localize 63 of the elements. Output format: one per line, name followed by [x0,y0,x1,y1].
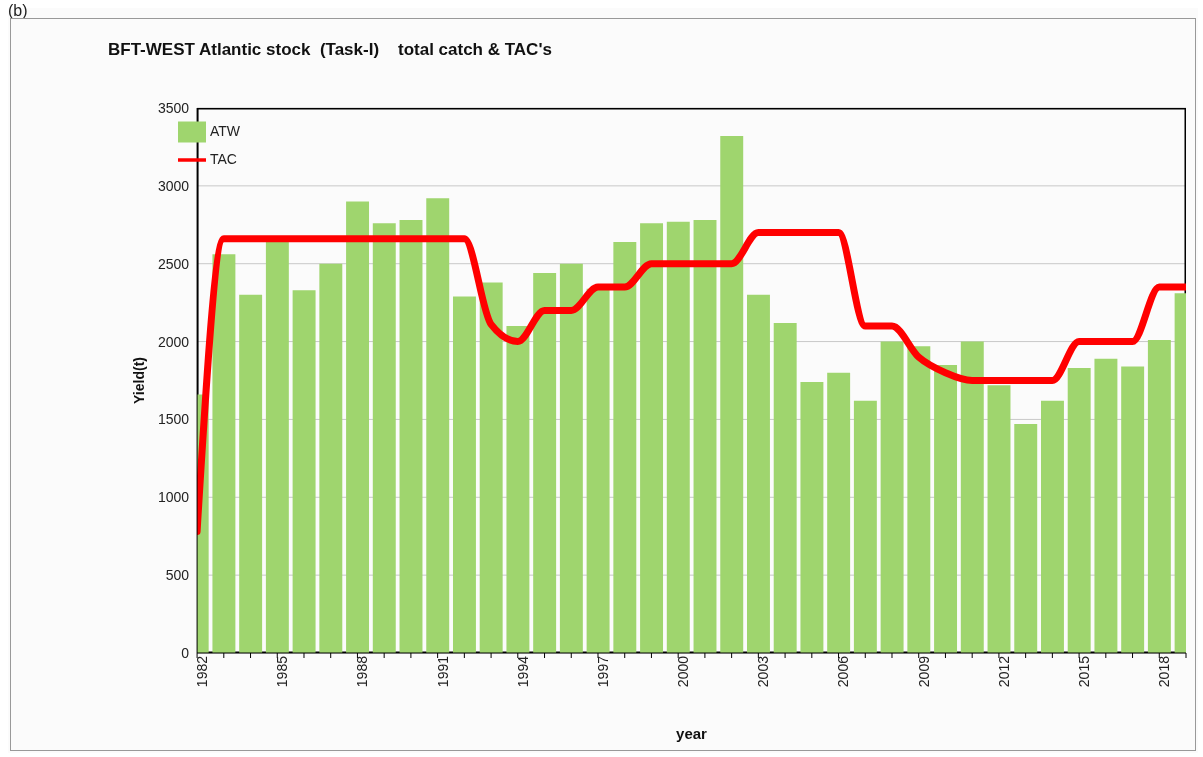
x-tick-label: 2015 [1076,655,1093,688]
bar [239,294,263,653]
bar [479,282,503,653]
bar [720,136,744,653]
text: (b) [8,2,28,20]
y-tick-label: 3000 [157,177,190,194]
x-tick-label: 2018 [1156,655,1173,688]
bar [1014,424,1038,653]
bar [426,198,450,653]
bar [827,372,851,653]
y-tick-label: 1000 [157,489,190,506]
legend-label: TAC [210,150,237,167]
bar [1041,400,1064,653]
bar [1067,368,1091,653]
y-tick-label: 3500 [157,99,190,116]
y-tick-label: 0 [181,644,190,661]
bar [640,223,664,653]
bar [746,294,770,653]
y-tick-label: 1500 [157,411,190,428]
bar [292,290,316,653]
bar [346,201,370,653]
bar [265,241,289,653]
bar [212,254,236,653]
bar [1094,358,1118,653]
x-tick-label: 1988 [354,655,371,688]
bar [773,322,797,653]
x-tick-label: 1994 [514,655,531,688]
bar [987,385,1011,653]
legend-label: ATW [210,122,241,139]
bar [586,288,610,653]
x-tick-label: 2006 [835,655,852,688]
y-axis-title: Yield(t) [131,357,148,404]
bar [693,220,717,653]
bar [399,220,423,653]
bar [506,326,530,653]
bar [960,341,984,653]
x-tick-label: 2012 [995,655,1012,688]
bar [1121,366,1145,653]
x-tick-label: 2009 [915,655,932,688]
bar [319,263,343,653]
bar [452,296,476,653]
bar [613,241,637,653]
y-tick-label: 500 [165,567,190,584]
bar [372,223,396,653]
x-tick-label: 1997 [594,655,611,688]
x-tick-label: 1982 [194,655,211,688]
bar [1147,340,1171,653]
y-tick-label: 2000 [157,333,190,350]
x-axis-title: year [676,725,708,742]
bar [533,273,557,653]
bar [666,221,690,653]
bar [907,346,931,653]
x-tick-label: 1991 [434,655,451,688]
bar [800,382,824,653]
x-tick-label: 2000 [675,655,692,688]
x-tick-label: 1985 [274,655,291,688]
chart-title: BFT-WEST Atlantic stock (Task-I) total catch & TAC's [108,40,552,60]
y-tick-label: 2500 [157,255,190,272]
bar [880,341,904,653]
x-tick-label: 2003 [755,655,772,688]
bar [934,364,958,653]
bar [853,400,877,653]
bar [559,263,583,653]
